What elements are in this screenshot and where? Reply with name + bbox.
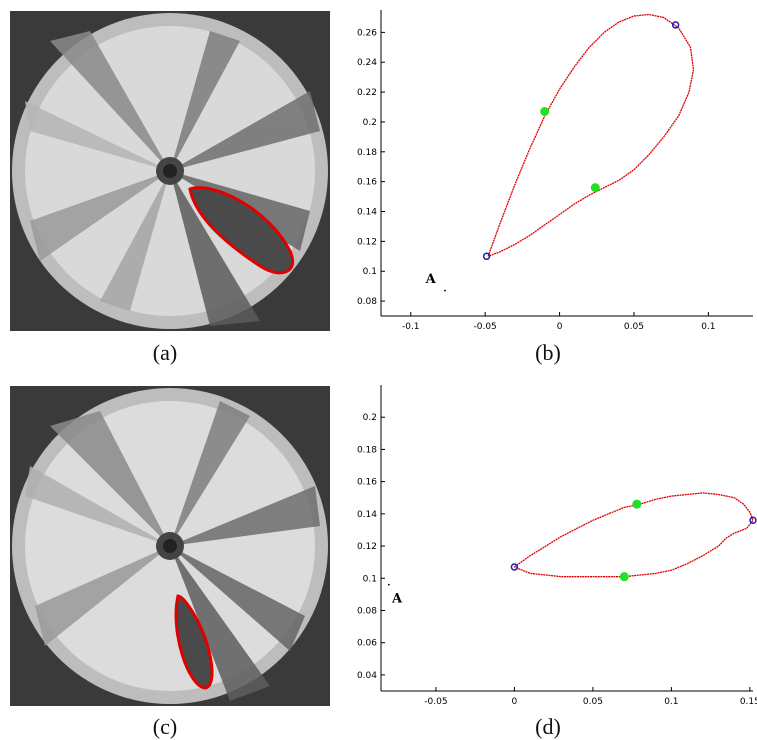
plot-d: -0.05 0 0.05 0.1 0.15 0.04 0.06 0.08 0.1 0.12 0.14…: [343, 383, 757, 713]
y-tick-label: 0.18: [357, 445, 377, 455]
y-tick-label: 0.18: [357, 148, 377, 158]
y-tick-label: 0.14: [357, 510, 377, 520]
y-tick-label: 0.06: [357, 639, 377, 649]
x-tick-label: 0.1: [701, 322, 715, 332]
green-marker: [619, 572, 629, 582]
caption-b: (b): [535, 340, 561, 365]
y-tick-label: 0.12: [357, 237, 377, 247]
y-tick-label: 0.08: [357, 606, 377, 616]
photo-c: [10, 386, 330, 706]
plot-b: -0.1 -0.05 0 0.05 0.1 0.08 0.1 0.12 0.14 0.16 0.18…: [343, 8, 755, 338]
x-tick-label: 0.05: [583, 697, 603, 707]
x-tick-label: -0.05: [474, 322, 497, 332]
y-tick-label: 0.22: [357, 88, 377, 98]
y-tick-label: 0.2: [363, 118, 377, 128]
blade-outline: [174, 594, 214, 690]
blue-marker: [510, 563, 519, 571]
y-tick-label: 0.26: [357, 28, 377, 38]
point-a-dot: [387, 583, 390, 586]
turbine-photo-icon: [10, 11, 330, 331]
annotation-a: A: [425, 272, 437, 287]
blue-marker: [671, 21, 680, 29]
x-tick-label: 0.05: [624, 322, 644, 332]
annotation-a: A: [391, 591, 403, 606]
x-tick-label: -0.05: [424, 697, 447, 707]
x-tick-label: -0.1: [402, 322, 420, 332]
x-tick-label: 0: [557, 322, 563, 332]
green-marker: [540, 107, 550, 117]
blue-marker: [482, 252, 491, 261]
y-tick-label: 0.2: [363, 413, 377, 423]
y-tick-label: 0.1: [363, 574, 377, 584]
y-tick-label: 0.14: [357, 208, 377, 218]
blade-profile-curve: [487, 13, 695, 257]
green-marker: [590, 183, 600, 193]
x-tick-label: 0.15: [740, 697, 757, 707]
y-tick-label: 0.04: [357, 671, 377, 681]
y-tick-label: 0.24: [357, 58, 377, 68]
point-a-dot: [444, 289, 446, 292]
x-tick-label: 0: [512, 697, 518, 707]
green-marker: [632, 499, 642, 509]
blade-profile-curve: [514, 492, 754, 578]
y-tick-label: 0.16: [357, 178, 377, 188]
y-tick-label: 0.1: [363, 267, 377, 277]
y-tick-label: 0.12: [357, 542, 377, 552]
chart-d: -0.05 0 0.05 0.1 0.15 0.04 0.06 0.08 0.1 0.12 0.14…: [357, 385, 757, 707]
y-tick-label: 0.08: [357, 297, 377, 307]
caption-d: (d): [535, 714, 561, 739]
chart-b: -0.1 -0.05 0 0.05 0.1 0.08 0.1 0.12 0.14 0.16 0.18…: [357, 10, 753, 332]
caption-a: (a): [152, 340, 178, 365]
y-tick-label: 0.16: [357, 478, 377, 488]
turbine-photo-icon: [10, 386, 330, 706]
photo-a: [10, 11, 330, 331]
caption-c: (c): [152, 714, 178, 739]
blade-outline: [188, 186, 295, 275]
blue-marker: [749, 516, 757, 525]
x-tick-label: 0.1: [664, 697, 678, 707]
